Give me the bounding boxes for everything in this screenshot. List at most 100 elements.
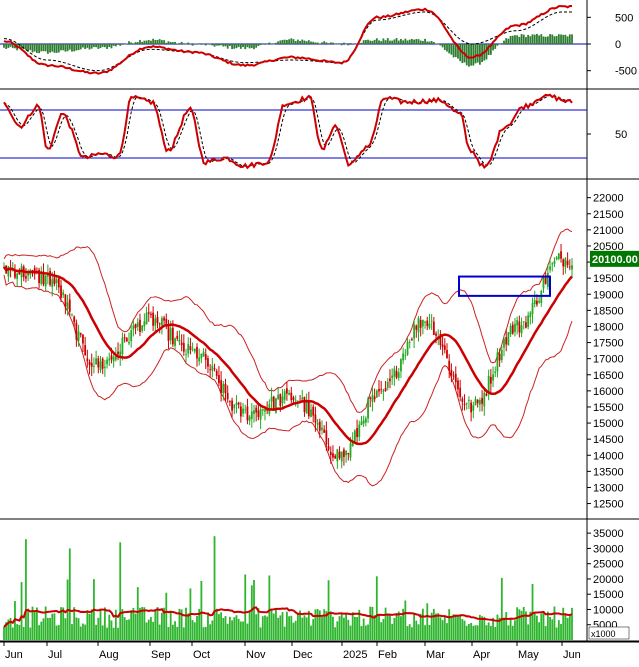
volume-bar [553,606,556,640]
price-candle-body [514,323,516,332]
volume-bar [182,627,185,640]
macd-histogram-bar [430,40,433,44]
volume-bar [489,625,492,640]
volume-bar [496,614,499,640]
volume-bar [478,614,481,640]
macd-histogram-bar [158,39,161,44]
macd-histogram-bar [527,34,530,44]
volume-bar [235,615,238,640]
volume-bar [437,613,440,640]
macd-histogram-bar [97,44,100,49]
macd-histogram-bar [382,38,385,44]
volume-bar [154,610,157,640]
price-candle-body [215,370,218,376]
price-candle-body [272,396,275,410]
macd-histogram-bar [204,44,207,46]
volume-bar [18,625,21,640]
macd-histogram-bar [55,44,58,53]
macd-histogram-bar [108,44,111,48]
volume-bar [38,625,40,640]
macd-histogram-bar [299,40,301,44]
macd-histogram-bar [169,41,172,44]
price-candle-body [507,332,510,346]
macd-tick-label: -500 [615,66,637,78]
price-candle-body [130,330,133,342]
macd-histogram-bar [220,44,223,46]
macd-histogram-bar [163,40,165,44]
macd-histogram-bar [520,34,523,44]
volume-bar [404,600,407,640]
volume-bar [42,618,45,640]
macd-histogram-bar [202,43,205,45]
price-candle-body [136,322,139,327]
macd-histogram-bar [193,43,196,45]
price-candle-body [239,406,242,417]
volume-bar [275,609,277,640]
x-axis-label: Aug [99,649,119,661]
price-candle-body [411,339,413,340]
price-candle-body [461,398,464,402]
volume-bar [419,613,422,640]
price-candle-body [95,358,98,365]
macd-histogram-bar [294,41,297,44]
volume-bar [193,622,196,640]
price-tick-label: 15500 [593,402,624,414]
macd-histogram-bar [400,38,402,44]
volume-bar [244,574,247,640]
price-candle-body [64,294,67,307]
price-candle-body [417,317,420,333]
price-candle-body [525,322,527,328]
volume-bar [253,579,255,640]
price-candle-body [310,409,312,417]
macd-histogram-bar [213,44,216,47]
volume-bar [29,627,32,640]
price-candle-body [527,315,530,327]
macd-histogram-bar [77,44,80,51]
price-tick-label: 19000 [593,289,624,301]
x-axis-label: Nov [246,649,266,661]
macd-histogram-bar [443,44,446,50]
macd-histogram-bar [411,38,413,44]
price-candle-body [564,258,567,268]
price-candle-body [125,338,128,342]
volume-bar [160,612,163,640]
price-candle-body [536,300,538,305]
macd-histogram-bar [237,44,240,48]
macd-histogram-bar [538,35,541,44]
macd-histogram-bar [259,44,262,46]
macd-histogram-bar [421,40,424,44]
macd-histogram-bar [417,39,420,44]
price-candle-body [340,451,343,462]
macd-histogram-bar [432,42,435,44]
price-candle-body [426,320,429,326]
volume-bar [55,625,58,640]
price-tick-label: 13000 [593,482,624,494]
macd-histogram-bar [296,39,299,44]
volume-bar [560,623,562,640]
macd-histogram-bar [112,44,115,46]
macd-histogram-bar [11,44,14,49]
volume-bar [498,617,501,640]
price-candle-body [167,324,170,341]
macd-histogram-bar [207,43,209,45]
price-candle-body [349,443,352,458]
macd-histogram-bar [226,44,229,49]
price-tick-label: 21000 [593,225,624,237]
volume-bar [257,608,260,640]
macd-histogram-bar [571,34,573,44]
last-price-label: 20100.00 [592,254,638,266]
price-candle-body [128,341,130,344]
volume-bar [538,622,541,640]
annotation-box [458,275,551,297]
price-candle-body [557,253,560,259]
volume-bar [542,611,545,640]
price-candle-body [114,354,117,360]
macd-histogram-bar [546,36,549,44]
macd-histogram-bar [218,44,220,46]
volume-bar [180,609,183,640]
macd-histogram-bar [478,44,481,65]
price-candle-body [481,397,483,404]
macd-histogram-bar [145,40,148,44]
volume-bar [301,617,304,640]
price-candle-body [369,397,372,399]
